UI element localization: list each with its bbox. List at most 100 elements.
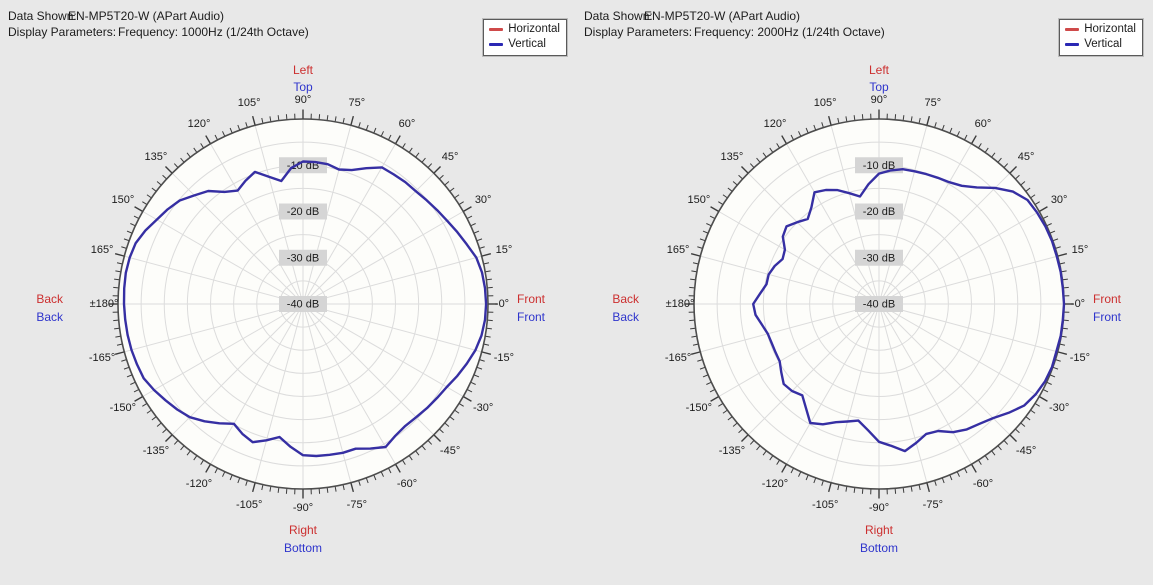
minor-tick xyxy=(918,484,921,491)
minor-tick xyxy=(439,174,444,180)
minor-tick xyxy=(706,381,712,385)
db-label-bg xyxy=(855,296,903,312)
major-tick xyxy=(350,115,355,126)
minor-tick xyxy=(334,486,337,492)
polar-chart-1: -10 dB -20 dB -30 dB -40 dB 90° 75° 60° 45° 30° 1… xyxy=(612,63,1122,555)
minor-tick xyxy=(358,122,361,128)
angle-label: -90° xyxy=(293,502,313,514)
minor-tick xyxy=(388,468,392,474)
minor-tick xyxy=(697,359,703,362)
grid-spoke xyxy=(747,303,880,436)
legend-label-vertical: Vertical xyxy=(1084,38,1122,50)
bottom-direction-label-vertical: Bottom xyxy=(284,541,322,555)
minor-tick xyxy=(326,487,329,493)
minor-tick xyxy=(342,117,345,124)
minor-tick xyxy=(245,122,248,128)
major-tick xyxy=(971,464,977,473)
minor-tick xyxy=(984,455,989,461)
angle-label: -105° xyxy=(236,499,262,511)
minor-tick xyxy=(408,147,413,153)
minor-tick xyxy=(126,230,132,234)
outer-circle xyxy=(117,118,489,490)
grid-spoke xyxy=(718,211,880,305)
minor-tick xyxy=(706,223,712,227)
data-shown-label: Data Shown: xyxy=(584,9,653,23)
minor-tick xyxy=(173,163,179,168)
major-tick xyxy=(251,482,256,493)
angle-label: 90° xyxy=(295,94,312,106)
minor-tick xyxy=(910,486,913,492)
minor-tick xyxy=(449,416,455,421)
minor-tick xyxy=(402,143,406,148)
minor-tick xyxy=(1043,389,1049,393)
minor-tick xyxy=(1062,278,1068,281)
angle-label: 150° xyxy=(111,194,134,206)
grid-spoke xyxy=(878,303,972,465)
minor-tick xyxy=(813,124,817,130)
angle-label: -105° xyxy=(812,499,838,511)
minor-tick xyxy=(984,147,989,153)
minor-tick xyxy=(956,471,960,477)
angle-label: 90° xyxy=(871,94,888,106)
minor-tick xyxy=(467,389,473,393)
minor-tick xyxy=(1055,246,1061,249)
minor-tick xyxy=(1035,403,1040,407)
angle-label: 105° xyxy=(814,97,837,109)
grid-spoke xyxy=(302,303,396,465)
minor-tick xyxy=(408,455,413,461)
minor-tick xyxy=(439,428,444,434)
db-label: -30 dB xyxy=(287,252,319,264)
polar-panel-2000hz: -10 dB -20 dB -30 dB -40 dB 90° 75° 60° 45° 30° 1… xyxy=(576,0,1153,585)
angle-label: 120° xyxy=(764,118,787,130)
right-direction-label-vertical: Front xyxy=(1093,310,1122,324)
vertical-curve xyxy=(752,168,1066,453)
minor-tick xyxy=(115,270,121,273)
minor-tick xyxy=(1055,359,1061,362)
major-tick xyxy=(827,482,832,493)
minor-tick xyxy=(186,152,191,158)
major-tick xyxy=(781,135,787,144)
angle-label: -120° xyxy=(762,478,788,490)
vertical-series-swatch xyxy=(489,43,504,46)
minor-tick xyxy=(749,440,755,445)
minor-tick xyxy=(180,157,185,163)
major-tick xyxy=(740,434,749,443)
angle-label: 120° xyxy=(188,118,211,130)
left-direction-label-horizontal: Back xyxy=(612,292,640,306)
minor-tick xyxy=(821,122,824,128)
minor-tick xyxy=(130,381,136,385)
minor-tick xyxy=(115,335,121,338)
minor-tick xyxy=(1015,174,1020,180)
minor-tick xyxy=(853,487,856,493)
vertical-series-swatch xyxy=(1065,43,1080,46)
minor-tick xyxy=(133,389,139,393)
major-tick xyxy=(481,252,492,257)
legend-label-horizontal: Horizontal xyxy=(508,23,560,35)
db-label: -40 dB xyxy=(287,299,319,311)
db-label-bg xyxy=(855,249,903,266)
major-tick xyxy=(690,252,701,257)
grid-spoke xyxy=(718,303,880,397)
display-parameters-label: Display Parameters: xyxy=(584,25,693,39)
major-tick xyxy=(1009,434,1018,443)
minor-tick xyxy=(1025,416,1031,421)
top-direction-label-horizontal: Left xyxy=(293,63,314,77)
minor-tick xyxy=(997,445,1002,451)
angle-label: -0° xyxy=(1071,298,1085,310)
minor-tick xyxy=(186,450,191,456)
major-tick xyxy=(1057,252,1068,257)
angle-label: -135° xyxy=(143,445,169,457)
grid-spoke xyxy=(878,172,1011,305)
minor-tick xyxy=(162,174,167,180)
grid-spoke xyxy=(830,303,880,483)
minor-tick xyxy=(1030,194,1036,199)
minor-tick xyxy=(845,116,848,122)
minor-tick xyxy=(1061,335,1067,338)
minor-tick xyxy=(722,194,728,199)
minor-tick xyxy=(978,143,982,148)
minor-tick xyxy=(454,409,460,414)
minor-tick xyxy=(1003,440,1009,445)
minor-tick xyxy=(126,374,132,378)
major-tick xyxy=(114,351,125,356)
